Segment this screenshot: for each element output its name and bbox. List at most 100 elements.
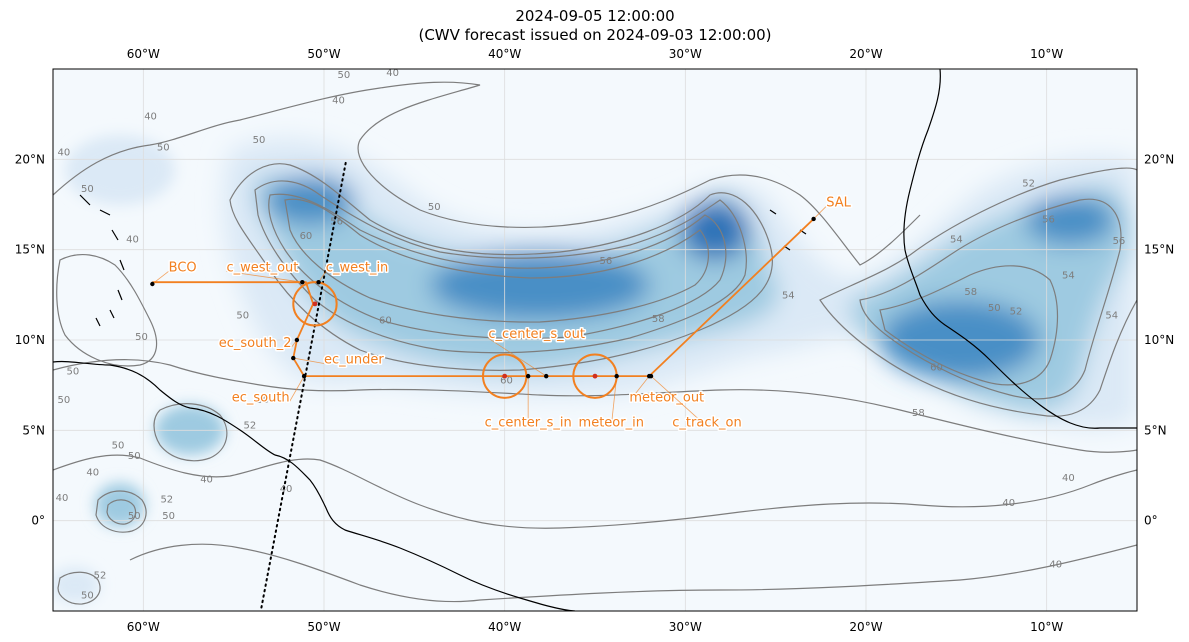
contour-50-amazon <box>95 490 147 533</box>
poi-leader-line <box>488 337 547 377</box>
flight-circle <box>292 281 338 327</box>
poi-marker <box>300 279 305 285</box>
contour-label: 54 <box>782 290 795 301</box>
poi-leader-line <box>629 375 650 402</box>
lon-tick-label-bottom: 60°W <box>127 620 160 634</box>
circle-center-marker <box>502 373 508 379</box>
cwv-blob-southwest-corner <box>53 567 100 603</box>
lon-tick-label-top: 20°W <box>849 47 882 61</box>
contour-label: 40 <box>144 112 157 123</box>
cwv-contour-lines <box>53 81 1137 605</box>
contour-50-caribbean <box>56 253 158 367</box>
contour-label: 58 <box>652 314 665 325</box>
circle-center-marker <box>312 301 318 307</box>
contour-label: 58 <box>964 287 977 298</box>
coastline-africa <box>903 69 1137 429</box>
lon-tick-label-bottom: 50°W <box>307 620 340 634</box>
contour-label: 52 <box>1010 307 1023 318</box>
poi-label-ec-under: ec_under <box>324 352 384 367</box>
map-title-date: 2024-09-05 12:00:00 <box>515 7 674 25</box>
poi-label-c-center-s-out: c_center_s_out <box>488 327 585 342</box>
lat-tick-label-right: 0° <box>1144 514 1158 528</box>
latitude-tick-labels-left: 20°N 15°N 10°N 5°N 0° <box>15 152 45 527</box>
lat-tick-label-left: 15°N <box>15 243 45 257</box>
poi-marker <box>294 337 300 343</box>
contour-label: 50 <box>112 440 125 451</box>
longitude-tick-labels-top: 60°W 50°W 40°W 30°W 20°W 10°W <box>127 47 1064 61</box>
contour-52-amazon <box>106 499 137 525</box>
poi-marker <box>614 373 619 379</box>
contour-50-african <box>819 167 1137 417</box>
poi-marker <box>301 373 307 379</box>
contour-label: 50 <box>162 511 175 522</box>
poi-label-meteor-out: meteor_out <box>629 390 704 405</box>
lon-tick-label-bottom: 40°W <box>488 620 521 634</box>
poi-leader-line <box>226 270 303 283</box>
contour-58-band <box>268 193 727 340</box>
contour-label: 50 <box>236 310 249 321</box>
longitude-tick-labels-bottom: 60°W 50°W 40°W 30°W 20°W 10°W <box>127 620 1064 634</box>
contour-54-band <box>254 180 747 354</box>
cwv-core-central <box>430 250 650 320</box>
contour-40-southwest <box>53 358 1137 453</box>
contour-60-core <box>284 198 710 323</box>
map-title-forecast-issue: (CWV forecast issued on 2024-09-03 12:00… <box>418 26 771 44</box>
lat-tick-label-left: 10°N <box>15 333 45 347</box>
lat-tick-label-right: 10°N <box>1144 333 1174 347</box>
contour-50-southwest-corner <box>57 571 101 605</box>
contour-label: 50 <box>81 590 94 601</box>
latitude-tick-labels-right: 20°N 15°N 10°N 5°N 0° <box>1144 152 1174 527</box>
contour-label: 52 <box>244 421 257 432</box>
contour-40-south <box>53 454 1137 529</box>
map-gridlines <box>53 69 1137 611</box>
contour-label: 56 <box>599 256 612 267</box>
lon-tick-label-bottom: 30°W <box>669 620 702 634</box>
poi-marker <box>316 279 321 285</box>
points-of-interest: BCO c_west_out c_west_in SAL c_center_s_oute… <box>150 194 853 432</box>
contour-label: 50 <box>338 70 351 81</box>
poi-leader-line <box>650 375 708 428</box>
poi-leader-line <box>813 206 827 220</box>
contour-label: 50 <box>81 184 94 195</box>
poi-label-ec-south-2: ec_south_2 <box>219 336 292 351</box>
contour-54-african <box>859 198 1122 400</box>
contour-label: 60 <box>930 363 943 374</box>
contour-label: 50 <box>988 303 1001 314</box>
contour-label: 50 <box>128 511 141 522</box>
contour-label: 60 <box>500 375 513 386</box>
lon-tick-label-top: 50°W <box>307 47 340 61</box>
lon-tick-label-top: 10°W <box>1030 47 1063 61</box>
contour-40-far-south <box>129 543 1137 603</box>
contour-label: 54 <box>1062 271 1075 282</box>
contour-label: 60 <box>379 316 392 327</box>
contour-50-west <box>229 163 774 371</box>
contour-label: 40 <box>386 68 399 79</box>
contour-label: 40 <box>86 468 99 479</box>
poi-label-meteor-in: meteor_in <box>579 416 644 431</box>
poi-label-c-track-on: c_track_on <box>672 416 741 431</box>
lon-tick-label-top: 30°W <box>669 47 702 61</box>
poi-label-c-west-in: c_west_in <box>326 260 389 275</box>
contour-label: 52 <box>94 570 107 581</box>
contour-label: 50 <box>128 451 141 462</box>
contour-label: 40 <box>1062 473 1075 484</box>
contour-label: 56 <box>330 216 343 227</box>
contour-label: 50 <box>135 332 148 343</box>
poi-marker <box>544 373 549 379</box>
contour-52-guiana <box>153 403 228 462</box>
flight-track <box>152 218 815 399</box>
contour-label: 52 <box>1022 178 1035 189</box>
poi-marker <box>648 373 654 379</box>
contour-label: 50 <box>157 142 170 153</box>
contour-label: 56 <box>1042 215 1055 226</box>
cwv-core-african-north <box>1025 195 1115 245</box>
contour-label: 54 <box>950 234 963 245</box>
poi-marker <box>525 373 531 379</box>
contour-label: 50 <box>428 202 441 213</box>
poi-marker <box>291 355 296 361</box>
contour-58-african <box>879 265 1059 386</box>
contour-label: 50 <box>67 366 80 377</box>
poi-label-ec-south: ec_south <box>232 390 290 405</box>
